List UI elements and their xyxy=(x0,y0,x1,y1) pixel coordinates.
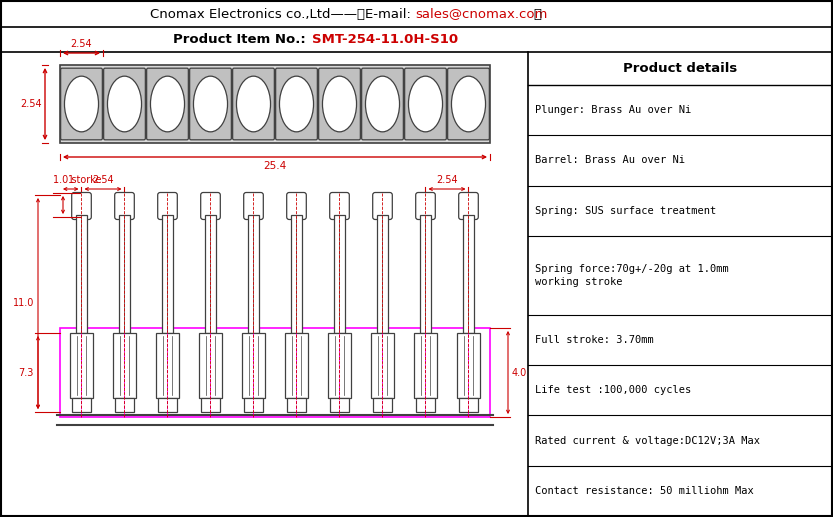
Bar xyxy=(457,333,480,398)
Bar xyxy=(157,333,179,398)
Bar xyxy=(286,333,307,398)
Bar xyxy=(60,65,490,143)
Bar xyxy=(416,398,435,412)
Text: 2.54: 2.54 xyxy=(92,175,114,185)
Text: Cnomax Electronics co.,Ltd——（E-mail:: Cnomax Electronics co.,Ltd——（E-mail: xyxy=(150,8,415,21)
FancyBboxPatch shape xyxy=(447,68,489,140)
Bar xyxy=(70,333,92,398)
Text: Barrel: Brass Au over Ni: Barrel: Brass Au over Ni xyxy=(535,156,685,165)
Ellipse shape xyxy=(280,76,313,132)
Bar xyxy=(242,333,265,398)
Text: 11.0: 11.0 xyxy=(12,298,34,309)
FancyBboxPatch shape xyxy=(276,68,317,140)
Bar xyxy=(330,398,349,412)
FancyBboxPatch shape xyxy=(147,68,188,140)
Bar xyxy=(201,398,220,412)
Text: SMT-254-11.0H-S10: SMT-254-11.0H-S10 xyxy=(312,33,458,46)
FancyBboxPatch shape xyxy=(72,192,92,220)
FancyBboxPatch shape xyxy=(330,192,349,220)
Text: 1.0 storke: 1.0 storke xyxy=(53,175,102,185)
Bar xyxy=(118,215,130,333)
Bar xyxy=(291,215,302,333)
Ellipse shape xyxy=(451,76,486,132)
Bar xyxy=(113,333,136,398)
Text: 25.4: 25.4 xyxy=(263,161,287,171)
Ellipse shape xyxy=(107,76,142,132)
FancyBboxPatch shape xyxy=(190,68,232,140)
Bar xyxy=(459,398,478,412)
Text: Plunger: Brass Au over Ni: Plunger: Brass Au over Ni xyxy=(535,105,691,115)
Ellipse shape xyxy=(193,76,227,132)
Text: sales@cnomax.com: sales@cnomax.com xyxy=(415,8,547,21)
Text: Spring: SUS surface treatment: Spring: SUS surface treatment xyxy=(535,206,716,216)
FancyBboxPatch shape xyxy=(201,192,220,220)
Bar xyxy=(373,398,392,412)
Bar xyxy=(244,398,263,412)
Bar xyxy=(247,215,259,333)
FancyBboxPatch shape xyxy=(232,68,274,140)
Text: 1: 1 xyxy=(67,175,74,185)
Text: 2.54: 2.54 xyxy=(71,39,92,49)
FancyBboxPatch shape xyxy=(372,192,392,220)
FancyBboxPatch shape xyxy=(103,68,145,140)
Bar xyxy=(158,398,177,412)
Bar xyxy=(205,215,217,333)
Bar xyxy=(199,333,222,398)
Ellipse shape xyxy=(64,76,98,132)
Text: Contact resistance: 50 milliohm Max: Contact resistance: 50 milliohm Max xyxy=(535,486,754,496)
Bar xyxy=(377,215,388,333)
Bar xyxy=(115,398,134,412)
Bar xyxy=(420,215,431,333)
Bar xyxy=(287,398,306,412)
Text: Life test :100,000 cycles: Life test :100,000 cycles xyxy=(535,385,691,396)
Ellipse shape xyxy=(322,76,357,132)
Bar xyxy=(328,333,351,398)
Text: Full stroke: 3.70mm: Full stroke: 3.70mm xyxy=(535,335,654,345)
FancyBboxPatch shape xyxy=(115,192,134,220)
FancyBboxPatch shape xyxy=(416,192,436,220)
Ellipse shape xyxy=(151,76,185,132)
FancyBboxPatch shape xyxy=(405,68,446,140)
Text: 2.54: 2.54 xyxy=(20,99,42,109)
FancyBboxPatch shape xyxy=(362,68,403,140)
FancyBboxPatch shape xyxy=(459,192,478,220)
Bar xyxy=(462,215,474,333)
FancyBboxPatch shape xyxy=(61,68,102,140)
Text: 4.0: 4.0 xyxy=(512,368,527,377)
Bar xyxy=(162,215,173,333)
FancyBboxPatch shape xyxy=(287,192,307,220)
Bar xyxy=(334,215,346,333)
Bar xyxy=(72,398,91,412)
Bar xyxy=(372,333,394,398)
Text: Rated current & voltage:DC12V;3A Max: Rated current & voltage:DC12V;3A Max xyxy=(535,436,760,446)
Text: ）: ） xyxy=(533,8,541,21)
Bar xyxy=(414,333,436,398)
Ellipse shape xyxy=(408,76,442,132)
Text: Product Item No.:: Product Item No.: xyxy=(172,33,310,46)
FancyBboxPatch shape xyxy=(244,192,263,220)
Ellipse shape xyxy=(366,76,400,132)
FancyBboxPatch shape xyxy=(157,192,177,220)
Ellipse shape xyxy=(237,76,271,132)
Bar xyxy=(60,328,490,417)
Text: 7.3: 7.3 xyxy=(18,368,34,377)
Bar xyxy=(76,215,87,333)
Text: Spring force:70g+/-20g at 1.0mm
working stroke: Spring force:70g+/-20g at 1.0mm working … xyxy=(535,264,729,287)
Text: 2.54: 2.54 xyxy=(436,175,458,185)
Text: Product details: Product details xyxy=(623,62,737,75)
FancyBboxPatch shape xyxy=(319,68,361,140)
